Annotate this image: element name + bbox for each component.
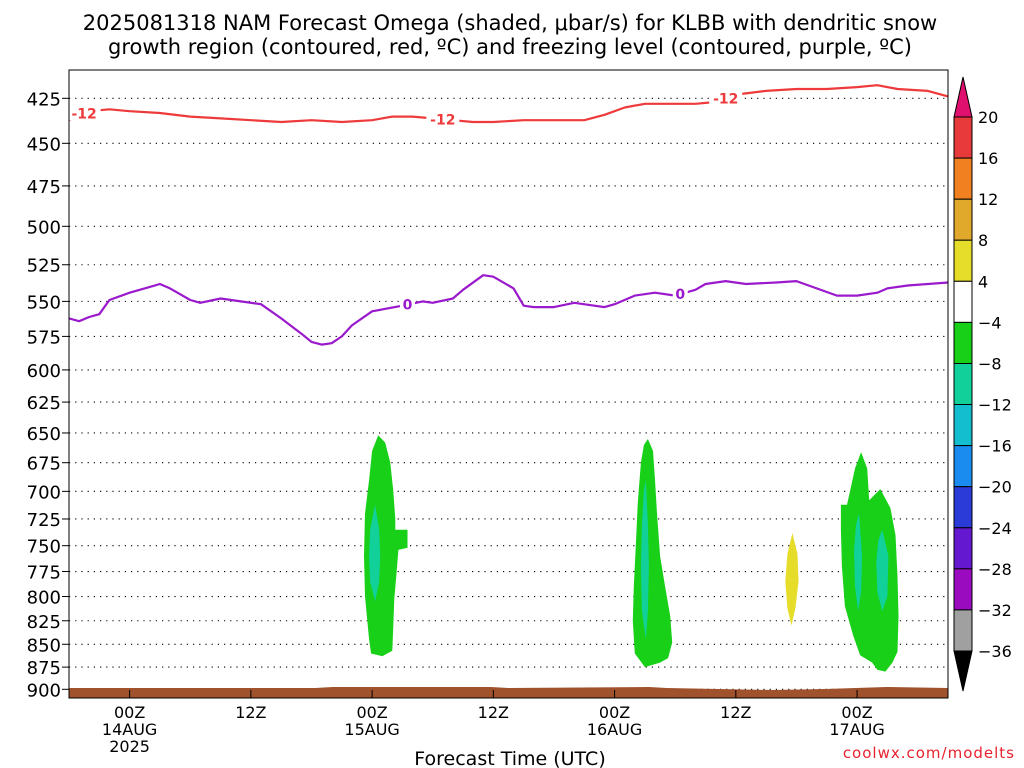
omega-colorbar: 20 16 12 8 4 −4 −8 −12 −16 −20 −24 −28 −32 −36: [953, 76, 1012, 692]
y-axis: 425 450 475 500 525 550 575 600 625 650 675 700 725 7…: [27, 89, 69, 701]
colorbar-label: 20: [978, 108, 998, 127]
y-tick-label: 575: [27, 327, 61, 348]
x-tick-label-time: 00Z: [599, 703, 630, 722]
colorbar-label: −16: [978, 437, 1012, 456]
colorbar-band: [953, 404, 973, 447]
plot-area: -12 -12 -12 0 0: [69, 84, 948, 698]
x-tick-label-time: 12Z: [235, 703, 266, 722]
x-tick-label-date: 15AUG: [344, 720, 399, 739]
y-tick-label: 600: [27, 361, 61, 382]
colorbar-band: [953, 280, 973, 323]
y-tick-label: 450: [27, 134, 61, 155]
contour-0: [69, 274, 948, 346]
y-tick-label: 550: [27, 292, 61, 313]
x-tick-label-time: 00Z: [841, 703, 872, 722]
colorbar-label: 4: [978, 272, 988, 291]
omega-cell-0: [364, 435, 408, 657]
colorbar-band: [953, 527, 973, 570]
y-tick-label: 425: [27, 89, 61, 110]
colorbar-label: −36: [978, 642, 1012, 661]
x-tick-label-time: 12Z: [478, 703, 509, 722]
colorbar-arrow-bottom: [953, 650, 973, 692]
plot-frame: [68, 69, 949, 699]
credit-text: coolwx.com/modelts: [843, 744, 1015, 762]
y-tick-label: 875: [27, 658, 61, 679]
y-tick-label: 825: [27, 612, 61, 633]
y-tick-label: 700: [27, 482, 61, 503]
y-tick-label: 675: [27, 454, 61, 475]
colorbar-label: −8: [978, 354, 1002, 373]
x-tick-label-year: 2025: [109, 737, 150, 756]
y-tick-label: 800: [27, 588, 61, 609]
surface-terrain: [69, 687, 948, 698]
y-tick-label: 650: [27, 424, 61, 445]
colorbar-label: −24: [978, 519, 1012, 538]
colorbar-band: [953, 445, 973, 488]
y-tick-label: 900: [27, 680, 61, 701]
colorbar-band: [953, 486, 973, 529]
colorbar-band: [953, 198, 973, 241]
colorbar-band: [953, 321, 973, 364]
contour-label--12: -12: [713, 91, 738, 107]
colorbar-label: −28: [978, 560, 1012, 579]
contour-label-bg: [399, 297, 415, 312]
colorbar-label: 8: [978, 231, 988, 250]
y-tick-label: 850: [27, 635, 61, 656]
omega-cell-5: [840, 452, 899, 672]
colorbar-band: [953, 609, 973, 652]
x-axis-label: Forecast Time (UTC): [414, 748, 605, 768]
omega-cell-2: [632, 439, 673, 668]
x-tick-label-date: 14AUG: [102, 720, 157, 739]
colorbar-band: [953, 568, 973, 611]
x-tick-label-date: 16AUG: [587, 720, 642, 739]
colorbar-label: 16: [978, 149, 998, 168]
colorbar-arrow-top: [953, 76, 973, 118]
contour-label-0: 0: [675, 287, 685, 303]
x-tick-label-time: 12Z: [720, 703, 751, 722]
contour--12: [69, 84, 948, 124]
y-tick-label: 475: [27, 177, 61, 198]
colorbar-label: −32: [978, 601, 1012, 620]
colorbar-label: 12: [978, 190, 998, 209]
colorbar-label: −4: [978, 313, 1002, 332]
contour-label-0: 0: [403, 298, 413, 314]
omega-cell-4: [785, 533, 799, 626]
colorbar-band: [953, 116, 973, 159]
y-tick-label: 525: [27, 256, 61, 277]
contour-label-bg: [69, 106, 101, 121]
x-tick-label-time: 00Z: [356, 703, 387, 722]
omega-cell-7: [876, 529, 889, 612]
contour-label-bg: [672, 287, 688, 302]
colorbar-band: [953, 239, 973, 282]
colorbar-band: [953, 363, 973, 406]
colorbar-label: −12: [978, 396, 1012, 415]
x-tick-label-date: 17AUG: [829, 720, 884, 739]
y-tick-label: 725: [27, 510, 61, 531]
omega-cell-3: [640, 480, 649, 640]
y-tick-label: 775: [27, 563, 61, 584]
colorbar-band: [953, 157, 973, 200]
chart-title-line2: growth region (contoured, red, ºC) and f…: [108, 35, 912, 59]
y-tick-label: 625: [27, 393, 61, 414]
chart-title-line1: 2025081318 NAM Forecast Omega (shaded, μ…: [83, 11, 937, 35]
colorbar-label: −20: [978, 478, 1012, 497]
contour-label-bg: [709, 91, 743, 106]
y-tick-label: 500: [27, 217, 61, 238]
x-tick-label-time: 00Z: [114, 703, 145, 722]
contour-label--12: -12: [430, 112, 455, 128]
contour-label--12: -12: [72, 106, 97, 122]
contour-label-bg: [426, 112, 460, 127]
y-tick-label: 750: [27, 537, 61, 558]
omega-cell-6: [854, 513, 863, 612]
omega-cell-1: [369, 504, 381, 602]
